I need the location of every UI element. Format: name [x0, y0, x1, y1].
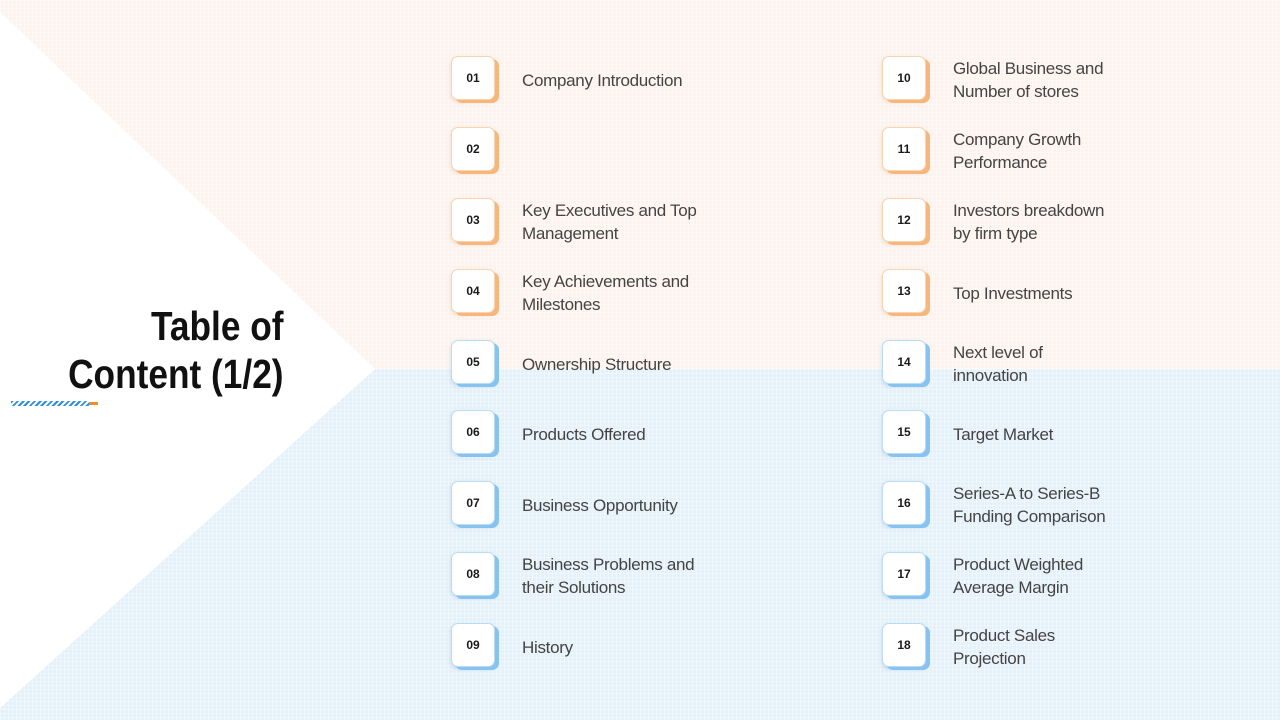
toc-item-label [522, 125, 727, 177]
toc-number-badge: 05 [451, 340, 495, 384]
toc-item-label: Business Opportunity [522, 495, 678, 515]
toc-number-badge: 08 [451, 552, 495, 596]
toc-item-label: Product Sales Projection [953, 626, 1055, 668]
toc-item-label: Target Market [953, 424, 1054, 444]
toc-number-badge: 11 [882, 127, 926, 171]
toc-number-badge: 17 [882, 552, 926, 596]
orange-bar-tip [89, 402, 98, 405]
title-underline-decoration [11, 401, 98, 406]
page-title: Table of Content (1/2) [69, 302, 284, 398]
toc-item-label: Next level of innovation [953, 343, 1043, 385]
toc-number-badge: 01 [451, 56, 495, 100]
toc-item-label: Business Problems and their Solutions [522, 555, 695, 597]
striped-bar [11, 401, 89, 406]
toc-number-badge: 16 [882, 481, 926, 525]
toc-number-badge: 18 [882, 623, 926, 667]
toc-item-label: Product Weighted Average Margin [953, 555, 1084, 597]
toc-item-label: Investors breakdown by firm type [953, 201, 1105, 243]
toc-number-badge: 10 [882, 56, 926, 100]
page-title-line-2: Content (1/2) [68, 351, 284, 397]
toc-item-label: Top Investments [953, 283, 1073, 303]
toc-item-label: Company Introduction [522, 70, 683, 90]
toc-item-label: Global Business and Number of stores [953, 59, 1104, 101]
toc-number-badge: 02 [451, 127, 495, 171]
toc-item-label: History [522, 637, 573, 657]
toc-number-badge: 07 [451, 481, 495, 525]
toc-item-label: Key Executives and Top Management [522, 201, 697, 243]
toc-item-label: Series-A to Series-B Funding Comparison [953, 484, 1106, 526]
toc-number-badge: 14 [882, 340, 926, 384]
toc-item-label: Company Growth Performance [953, 130, 1082, 172]
page-title-line-1: Table of [151, 303, 284, 349]
toc-number-badge: 06 [451, 410, 495, 454]
toc-number-badge: 12 [882, 198, 926, 242]
toc-number-badge: 15 [882, 410, 926, 454]
toc-number-badge: 03 [451, 198, 495, 242]
toc-item-label: Products Offered [522, 424, 646, 444]
toc-number-badge: 13 [882, 269, 926, 313]
toc-item-label: Key Achievements and Milestones [522, 272, 689, 314]
toc-number-badge: 09 [451, 623, 495, 667]
toc-item-label: Ownership Structure [522, 354, 672, 374]
toc-number-badge: 04 [451, 269, 495, 313]
